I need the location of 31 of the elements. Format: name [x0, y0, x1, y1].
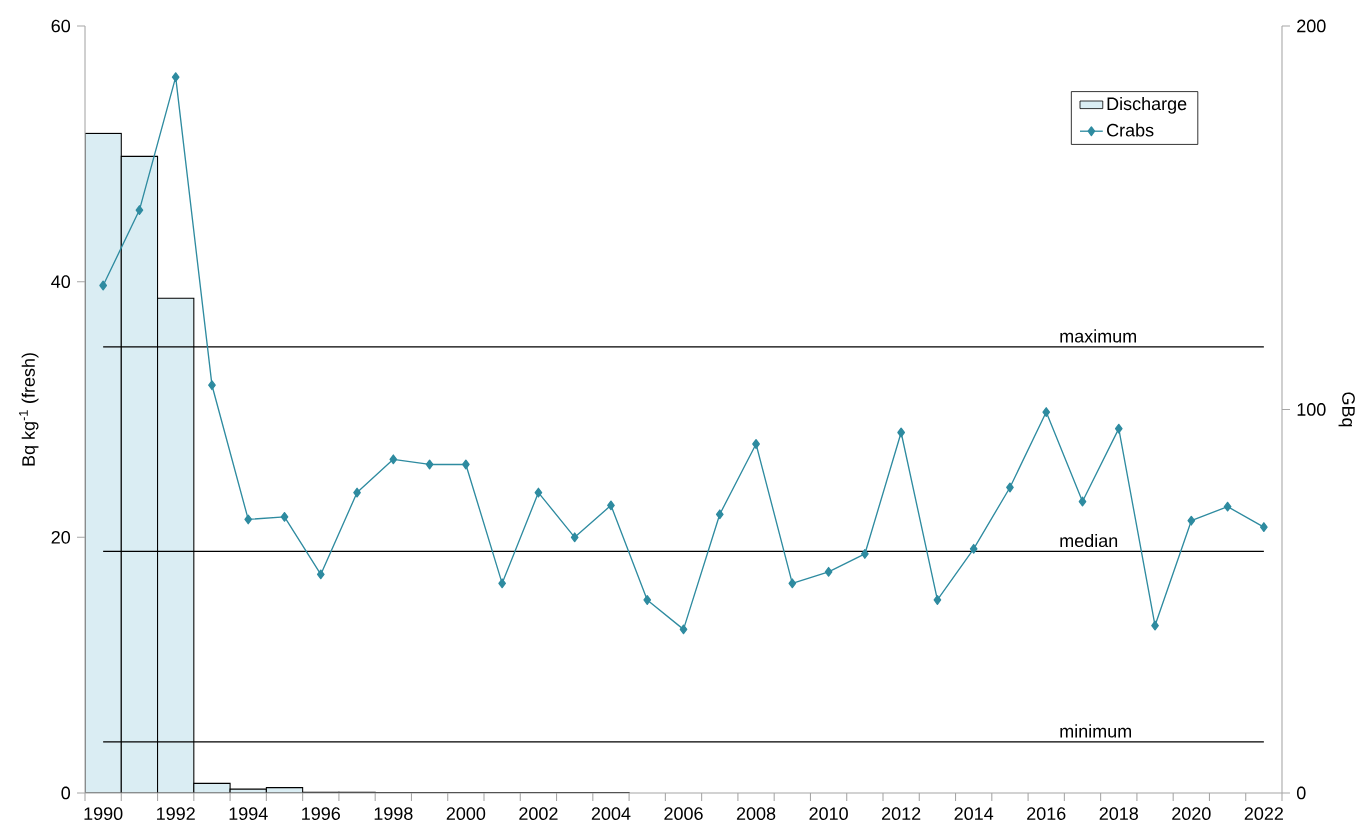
x-tick-label: 2008	[736, 807, 776, 820]
x-tick-label: 1998	[374, 807, 413, 820]
x-tick-label: 1990	[84, 807, 123, 820]
legend-label: Discharge	[1107, 96, 1187, 114]
x-tick-label: 2000	[446, 807, 486, 820]
x-tick-label: 1994	[229, 807, 268, 820]
x-tick-label: 2014	[954, 807, 994, 820]
ref-line-label: minimum	[1060, 724, 1131, 738]
y-tick-label: 40	[51, 275, 71, 289]
x-tick-label: 2002	[519, 807, 558, 820]
legend-label: Crabs	[1107, 123, 1154, 137]
x-tick-label: 2012	[882, 807, 921, 820]
y-tick-label: 0	[61, 786, 71, 800]
x-tick-label: 1992	[157, 807, 195, 820]
x-tick-label: 2020	[1172, 807, 1211, 820]
y-axis-title: Bq kg$^{-1}$ (fresh)	[19, 353, 39, 466]
y2-tick-label: 100	[1297, 403, 1326, 416]
ref-line-label: median	[1060, 533, 1118, 548]
ref-line-label: maximum	[1060, 329, 1136, 343]
y-tick-label: 60	[51, 19, 71, 33]
x-tick-label: 2022	[1244, 807, 1283, 820]
x-tick-label: 2006	[664, 807, 703, 820]
x-tick-label: 2010	[809, 807, 848, 820]
x-tick-label: 2004	[591, 807, 631, 820]
x-tick-label: 2018	[1099, 807, 1138, 820]
x-tick-label: 1996	[302, 807, 340, 820]
y-tick-label: 20	[51, 530, 71, 544]
x-tick-label: 2016	[1027, 807, 1066, 820]
y2-tick-label: 200	[1297, 19, 1326, 33]
y2-tick-label: 0	[1296, 786, 1306, 800]
y2-axis-title: GBq	[1338, 392, 1355, 427]
